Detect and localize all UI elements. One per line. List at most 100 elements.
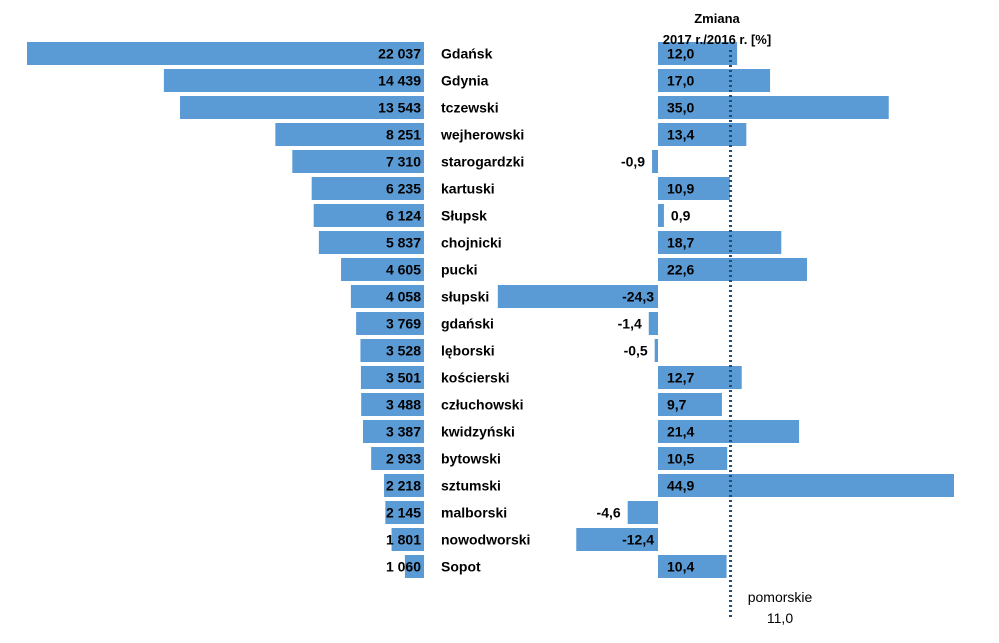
change-value-label: 35,0 [667, 100, 694, 116]
change-value-label: -0,5 [624, 343, 648, 359]
left-bar [163, 69, 424, 92]
category-label: słupski [441, 289, 489, 305]
left-bar [360, 339, 424, 362]
change-bar [652, 150, 658, 173]
change-value-label: 0,9 [671, 208, 691, 224]
left-value-label: 13 543 [378, 100, 421, 116]
category-label: chojnicki [441, 235, 502, 251]
change-value-label: 21,4 [667, 424, 694, 440]
left-bar [341, 258, 424, 281]
change-bar [654, 339, 658, 362]
change-bar [658, 420, 800, 443]
left-bar [360, 366, 424, 389]
category-label: nowodworski [441, 532, 530, 548]
change-value-label: 10,9 [667, 181, 694, 197]
category-label: tczewski [441, 100, 499, 116]
left-value-label: 5 837 [386, 235, 421, 251]
left-value-label: 4 058 [386, 289, 421, 305]
change-bar [576, 528, 658, 551]
change-bar [658, 42, 738, 65]
left-bar [385, 501, 424, 524]
category-label: kwidzyński [441, 424, 515, 440]
change-bar [497, 285, 658, 308]
left-value-label: 3 488 [386, 397, 421, 413]
change-bar [658, 555, 727, 578]
left-value-label: 3 387 [386, 424, 421, 440]
left-value-label: 22 037 [378, 46, 421, 62]
change-value-label: -0,9 [621, 154, 645, 170]
right-chart-title-line2: 2017 r./2016 r. [%] [663, 32, 771, 47]
change-value-label: 10,5 [667, 451, 694, 467]
left-bar [180, 96, 424, 119]
left-bar [27, 42, 424, 65]
change-value-label: -4,6 [597, 505, 621, 521]
change-bar-series [497, 42, 954, 578]
category-label: lęborski [441, 343, 495, 359]
change-value-label: 22,6 [667, 262, 694, 278]
change-value-label: 44,9 [667, 478, 694, 494]
change-value-label: 12,0 [667, 46, 694, 62]
left-bar [311, 177, 424, 200]
change-bar [658, 69, 771, 92]
category-label: kartuski [441, 181, 495, 197]
right-chart-title-line1: Zmiana [694, 11, 740, 26]
category-label: sztumski [441, 478, 501, 494]
change-value-label: 13,4 [667, 127, 694, 143]
change-bar [658, 447, 728, 470]
left-value-label: 3 501 [386, 370, 421, 386]
reference-line-label: pomorskie [748, 589, 813, 605]
category-label: kościerski [441, 370, 510, 386]
category-label: Sopot [441, 559, 481, 575]
left-value-label: 2 933 [386, 451, 421, 467]
change-value-label: 9,7 [667, 397, 687, 413]
left-bar [350, 285, 424, 308]
category-label: bytowski [441, 451, 501, 467]
change-bar [658, 204, 664, 227]
left-bar [384, 474, 424, 497]
left-bar [391, 528, 424, 551]
category-label: Słupsk [441, 208, 487, 224]
left-value-label: 6 124 [386, 208, 421, 224]
change-value-labels: 12,0 17,0 35,0 13,4 -0,9 10,9 0,9 18,7 22,6 -24,3… [597, 46, 695, 575]
left-value-label: 2 218 [386, 478, 421, 494]
change-bar [658, 366, 742, 389]
left-value-label: 4 605 [386, 262, 421, 278]
left-value-label: 3 528 [386, 343, 421, 359]
change-value-label: 12,7 [667, 370, 694, 386]
change-bar [658, 258, 807, 281]
category-labels: Gdańsk Gdynia tczewski wejherowski starogard… [440, 46, 530, 575]
left-value-label: 8 251 [386, 127, 421, 143]
left-value-labels: 22 037 14 439 13 543 8 251 7 310 6 235 6 124 5 … [378, 46, 421, 575]
left-bar [318, 231, 424, 254]
change-bar [627, 501, 658, 524]
change-bar [658, 231, 782, 254]
category-label: Gdańsk [441, 46, 493, 62]
change-bar [648, 312, 658, 335]
change-value-label: 17,0 [667, 73, 694, 89]
category-label: malborski [441, 505, 507, 521]
change-bar [658, 393, 722, 416]
reference-line-value: 11,0 [767, 610, 793, 626]
left-bar [275, 123, 424, 146]
left-value-label: 6 235 [386, 181, 421, 197]
change-bar [658, 96, 889, 119]
change-bar [658, 123, 747, 146]
left-bar [371, 447, 424, 470]
left-bar [361, 393, 424, 416]
left-value-label: 1 060 [386, 559, 421, 575]
category-label: Gdynia [441, 73, 489, 89]
category-label: człuchowski [441, 397, 523, 413]
left-bar [292, 150, 424, 173]
left-value-label: 14 439 [378, 73, 421, 89]
change-bar [658, 177, 730, 200]
left-bar [362, 420, 424, 443]
left-value-label: 3 769 [386, 316, 421, 332]
left-value-label: 1 801 [386, 532, 421, 548]
change-value-label: 18,7 [667, 235, 694, 251]
change-value-label: -24,3 [622, 289, 654, 305]
left-bar [356, 312, 424, 335]
left-bar-series [27, 42, 424, 578]
left-bar [313, 204, 424, 227]
change-value-label: 10,4 [667, 559, 694, 575]
